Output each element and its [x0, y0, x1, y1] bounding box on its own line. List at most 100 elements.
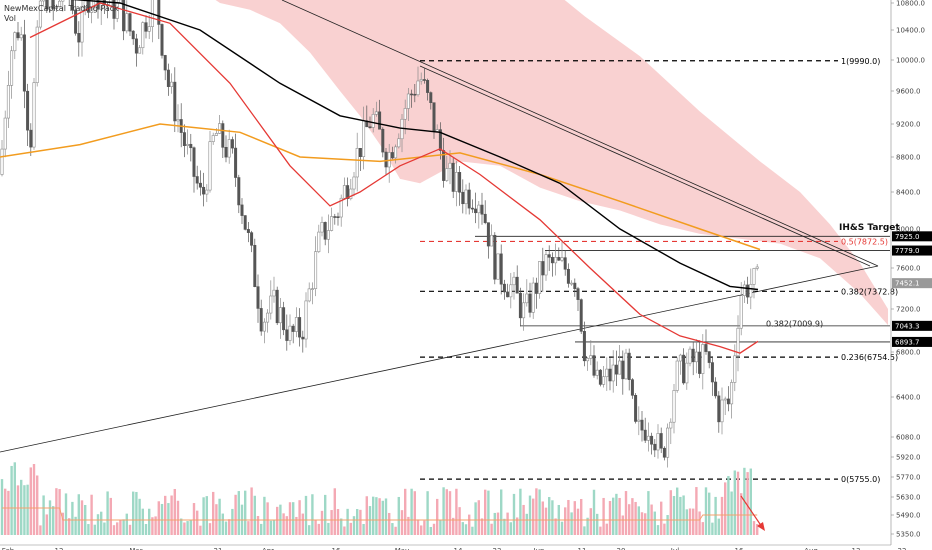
volume-bar	[263, 496, 266, 535]
price-badge-label: 7925.0	[895, 233, 920, 241]
x-tick-label: Mar	[129, 547, 142, 550]
volume-bar	[384, 498, 388, 535]
x-tick-label: 20	[617, 547, 626, 550]
candle-body	[262, 321, 266, 332]
volume-bar	[663, 523, 666, 535]
candle-body	[422, 79, 426, 81]
candle-body	[301, 336, 305, 340]
volume-bar	[336, 509, 340, 535]
price-badge-label: 6893.7	[895, 338, 920, 346]
candle-body	[563, 257, 567, 270]
descending-trendline	[419, 65, 871, 267]
x-tick-label: May	[395, 547, 409, 550]
candle-body	[147, 26, 151, 32]
volume-bar	[301, 513, 304, 535]
volume-bar	[96, 514, 100, 535]
candle-body	[192, 147, 196, 177]
x-tick-label: 16	[332, 547, 341, 550]
candle-body	[390, 152, 394, 159]
candle-body	[74, 9, 78, 34]
candle-body	[560, 257, 564, 261]
volume-bar	[48, 500, 52, 535]
volume-bar	[564, 507, 567, 535]
candle-body	[576, 288, 580, 300]
candle-body	[538, 261, 542, 294]
volume-bar	[698, 511, 701, 535]
candle-body	[650, 435, 654, 445]
volume-bar	[231, 508, 234, 535]
volume-bar	[100, 511, 103, 535]
candle-body	[704, 344, 708, 352]
candle-body	[714, 381, 718, 397]
candle-body	[547, 254, 551, 258]
volume-bar	[292, 502, 295, 535]
lower-trendline	[0, 265, 879, 453]
y-tick-label: 6800.0	[896, 349, 921, 357]
price-badge	[892, 278, 932, 289]
candle-body	[218, 123, 222, 134]
volume-bar	[605, 523, 608, 535]
candle-body	[416, 80, 420, 96]
price-badge-label: 7043.3	[895, 322, 920, 330]
candle-body	[374, 111, 378, 115]
candle-body	[205, 189, 209, 195]
volume-bar	[688, 508, 692, 535]
volume-bar	[640, 512, 644, 535]
volume-bar	[365, 496, 368, 535]
candle-body	[749, 284, 753, 298]
volume-bar	[503, 518, 506, 535]
candle-body	[269, 295, 273, 314]
candle-body	[544, 254, 548, 276]
candle-body	[467, 189, 471, 209]
volume-bar	[372, 496, 375, 535]
candle-body	[506, 291, 510, 298]
price-badge	[892, 231, 932, 242]
volume-bar	[752, 521, 756, 535]
candle-body	[499, 253, 503, 285]
volume-bar	[212, 491, 215, 535]
volume-bar	[327, 522, 330, 535]
candle-body	[371, 114, 375, 128]
volume-bar	[528, 495, 532, 535]
candle-body	[490, 234, 494, 247]
ihs-target-label: IH&S Target	[839, 223, 900, 233]
candle-body	[394, 146, 398, 159]
candle-body	[99, 0, 103, 10]
candle-body	[346, 185, 350, 199]
volume-bar	[176, 500, 180, 535]
volume-bar	[157, 501, 160, 535]
volume-bar	[583, 526, 586, 535]
candle-body	[182, 132, 186, 146]
volume-bar	[704, 487, 708, 535]
candle-body	[256, 286, 260, 309]
volume-bar	[64, 493, 68, 535]
candle-body	[518, 292, 522, 319]
candle-body	[662, 447, 666, 458]
candle-body	[278, 307, 282, 324]
volume-bar	[532, 498, 535, 535]
volume-bar	[189, 519, 192, 535]
volume-bar	[679, 496, 682, 535]
volume-bar	[624, 491, 628, 535]
volume-bar	[567, 499, 570, 535]
volume-bar	[320, 510, 324, 535]
candle-body	[413, 93, 417, 96]
volume-bar	[455, 488, 458, 535]
volume-bar	[260, 523, 263, 535]
volume-bar	[288, 502, 292, 535]
candle-body	[166, 69, 170, 87]
volume-bar	[660, 501, 663, 535]
volume-bar	[525, 513, 528, 535]
volume-bar	[496, 512, 500, 535]
volume-bar	[141, 508, 144, 535]
volume-bar	[346, 508, 349, 535]
volume-bar	[381, 500, 384, 535]
ichimoku-cloud	[215, 0, 888, 326]
candle-body	[186, 143, 190, 146]
volume-bar	[653, 511, 656, 535]
volume-bar	[29, 467, 32, 535]
volume-bar	[551, 500, 554, 535]
candle-body	[253, 244, 257, 287]
fib-level-label: 0.5(7872.5)	[841, 237, 888, 246]
volume-bar	[183, 522, 186, 535]
